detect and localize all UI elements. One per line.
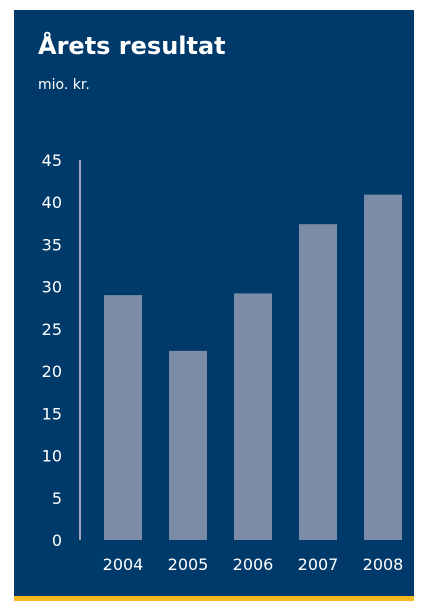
y-tick-label: 5 xyxy=(52,489,62,508)
y-tick-label: 35 xyxy=(42,235,62,254)
x-tick-label: 2004 xyxy=(103,555,144,574)
y-tick-label: 40 xyxy=(42,193,62,212)
y-tick-label: 20 xyxy=(42,362,62,381)
y-tick-label: 25 xyxy=(42,320,62,339)
bar-2004 xyxy=(104,295,142,540)
bar-2007 xyxy=(299,224,337,540)
x-axis: 2004 2005 2006 2007 2008 xyxy=(103,555,404,574)
bar-2006 xyxy=(234,293,272,540)
x-tick-label: 2006 xyxy=(233,555,274,574)
x-tick-label: 2007 xyxy=(298,555,339,574)
y-tick-label: 45 xyxy=(42,151,62,170)
chart-unit-subtitle: mio. kr. xyxy=(38,77,90,93)
y-tick-label: 30 xyxy=(42,278,62,297)
y-tick-label: 15 xyxy=(42,404,62,423)
chart-panel: Årets resultat mio. kr. 0 5 10 15 20 25 30 35 40… xyxy=(14,10,414,601)
bars-group xyxy=(104,194,402,540)
bar-chart: 0 5 10 15 20 25 30 35 40 45 2004 2005 2006 2007 2008 xyxy=(42,151,404,574)
x-tick-label: 2008 xyxy=(363,555,404,574)
y-axis: 0 5 10 15 20 25 30 35 40 45 xyxy=(42,151,81,550)
bar-2005 xyxy=(169,350,207,540)
y-tick-label: 0 xyxy=(52,531,62,550)
bar-2008 xyxy=(364,194,402,540)
y-tick-label: 10 xyxy=(42,447,62,466)
chart-title: Årets resultat xyxy=(38,32,226,60)
accent-footer-bar xyxy=(14,596,414,601)
x-tick-label: 2005 xyxy=(168,555,209,574)
